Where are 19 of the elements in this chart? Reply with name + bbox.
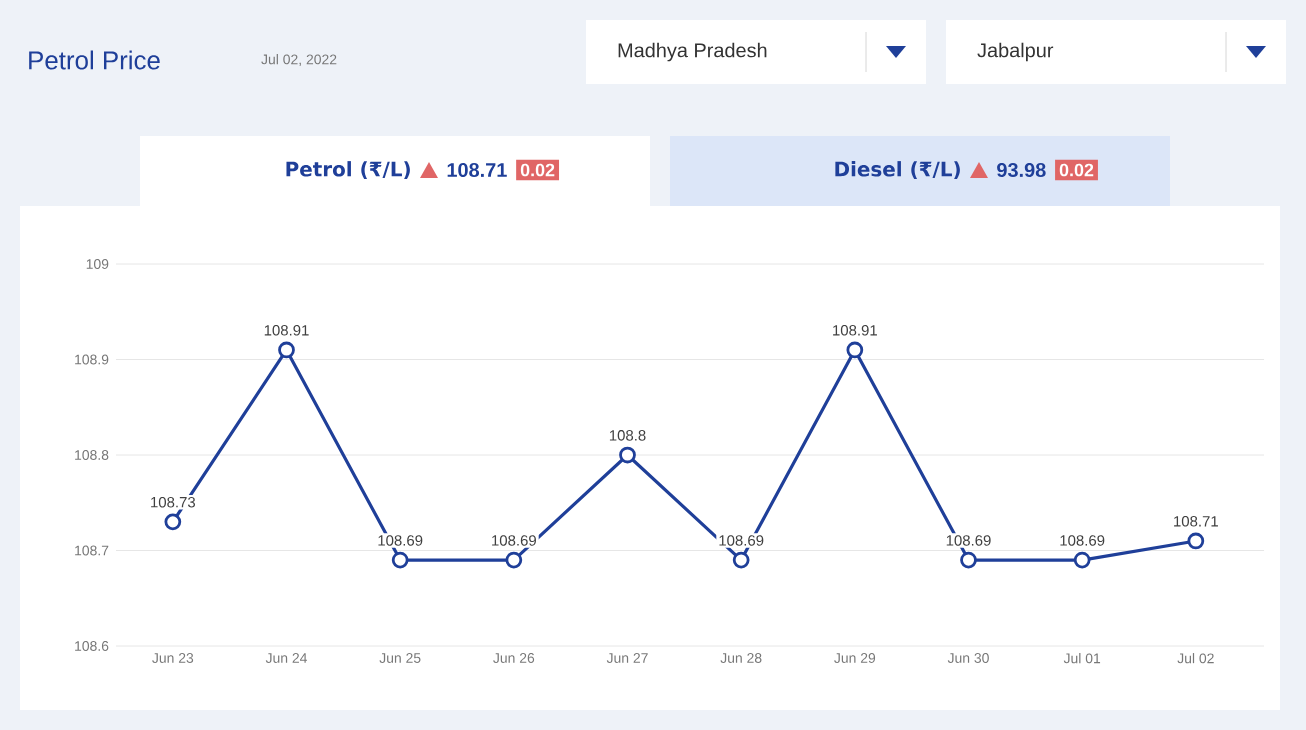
chart-title: Petrol Price [29, 50, 160, 70]
point [960, 551, 977, 569]
point [278, 341, 295, 359]
text: 0.02 [520, 163, 555, 177]
point [732, 551, 750, 569]
point [619, 446, 636, 464]
point [1073, 551, 1091, 569]
point [164, 513, 182, 531]
text: 93.98 [997, 162, 1046, 178]
text: Madhya Pradesh [618, 42, 767, 62]
text: Diesel (₹/L) [835, 161, 960, 179]
text: 108.71 [447, 162, 507, 178]
point [1187, 532, 1205, 550]
text: Petrol (₹/L) [286, 161, 410, 179]
text: Jabalpur [977, 42, 1054, 62]
text: 0.02 [1059, 163, 1094, 177]
point [391, 551, 409, 569]
point [505, 551, 523, 569]
point [846, 341, 864, 359]
